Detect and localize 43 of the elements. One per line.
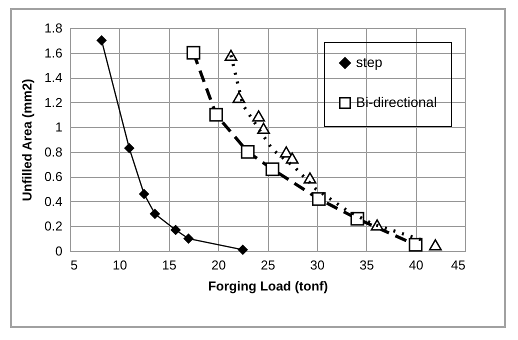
y-tick-label: 1.4 (44, 70, 62, 86)
point (139, 189, 149, 199)
point (209, 108, 224, 122)
x-tick-label: 20 (211, 258, 226, 272)
x-axis-title: Forging Load (tonf) (208, 278, 328, 294)
point (266, 162, 280, 176)
y-tick-label: 1.6 (44, 45, 62, 60)
y-tick-label: 0 (55, 244, 62, 258)
y-tick-label: 1 (55, 120, 62, 135)
x-tick-label: 45 (451, 258, 466, 272)
x-tick-label: 5 (70, 258, 78, 272)
y-tick-label: 0.2 (44, 218, 62, 234)
x-tick-label: 35 (360, 258, 374, 272)
point (150, 208, 160, 219)
y-axis-title: Unfilled Area (mm2) (19, 78, 34, 202)
x-tick-label: 15 (162, 258, 176, 272)
point (428, 239, 442, 250)
point (232, 92, 246, 104)
point (257, 122, 270, 134)
y-tick-label: 0.6 (44, 169, 62, 184)
point (312, 192, 326, 206)
point (124, 143, 134, 154)
point (408, 238, 422, 252)
point (96, 35, 107, 46)
point (170, 225, 181, 235)
legend-label: step (356, 54, 383, 70)
y-tick-label: 1.2 (44, 94, 62, 110)
x-tick-label: 40 (408, 258, 424, 272)
x-tick-label: 30 (310, 258, 325, 272)
y-tick-label: 1.8 (44, 20, 62, 36)
point (186, 46, 200, 60)
point (304, 172, 316, 184)
point (286, 152, 299, 164)
point (184, 234, 194, 244)
y-tick-label: 0.8 (44, 144, 62, 160)
point (252, 110, 266, 122)
point (350, 212, 364, 226)
x-tick-label: 10 (112, 258, 128, 272)
point (238, 244, 248, 255)
point (240, 145, 255, 159)
y-tick-label: 0.4 (44, 194, 62, 209)
legend-label: Bi-directional (356, 94, 437, 110)
x-tick-label: 25 (260, 258, 276, 272)
